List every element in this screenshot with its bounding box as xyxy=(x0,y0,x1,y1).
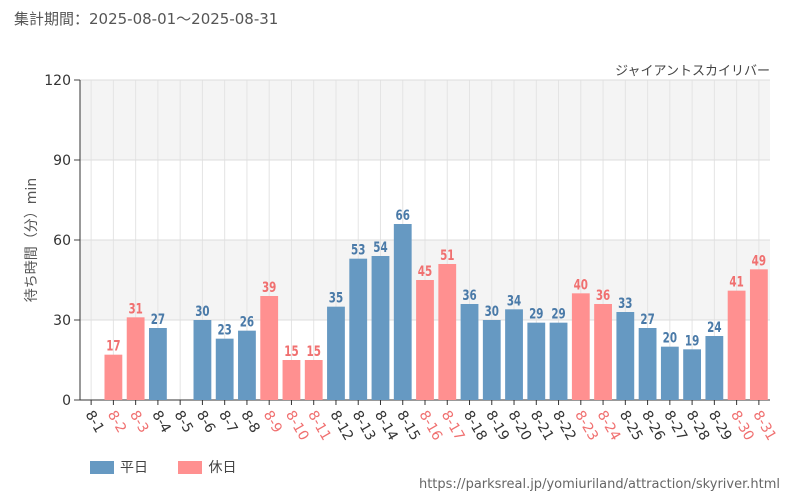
period-label: 集計期間：2025-08-01～2025-08-31 xyxy=(14,10,279,28)
legend-item-weekday: 平日 xyxy=(90,457,148,477)
data-label-8-20: 34 xyxy=(507,293,521,309)
data-label-8-19: 30 xyxy=(485,304,499,320)
data-label-8-29: 24 xyxy=(707,320,721,336)
y-tick-label: 120 xyxy=(44,73,71,89)
bar-8-21 xyxy=(527,322,546,400)
y-axis-label: 待ち時間（分）min xyxy=(24,178,40,302)
bar-8-20 xyxy=(505,309,523,400)
data-label-8-14: 54 xyxy=(373,240,387,256)
bar-8-16 xyxy=(416,280,434,400)
data-label-8-9: 39 xyxy=(262,280,276,296)
bar-8-4 xyxy=(149,328,167,400)
legend-label-weekday: 平日 xyxy=(120,460,148,476)
y-tick-label: 90 xyxy=(53,153,71,169)
bar-8-11 xyxy=(304,360,323,400)
x-tick-label-8-5: 8-5 xyxy=(171,408,196,436)
data-label-8-21: 29 xyxy=(529,307,543,323)
data-label-8-22: 29 xyxy=(551,307,565,323)
bar-8-25 xyxy=(616,312,635,400)
data-label-8-4: 27 xyxy=(151,312,165,328)
bar-8-13 xyxy=(349,258,368,400)
data-label-8-8: 26 xyxy=(240,315,254,331)
bar-8-18 xyxy=(460,304,479,400)
data-label-8-17: 51 xyxy=(440,248,454,264)
legend-swatch-holiday xyxy=(178,460,203,474)
legend: 平日 休日 xyxy=(90,457,262,478)
bar-8-23 xyxy=(571,293,590,400)
bar-8-27 xyxy=(660,346,679,400)
data-label-8-6: 30 xyxy=(195,304,209,320)
x-tick-label-8-6: 8-6 xyxy=(193,408,218,436)
x-tick-label-8-7: 8-7 xyxy=(215,408,240,436)
data-label-8-28: 19 xyxy=(685,333,699,349)
data-label-8-13: 53 xyxy=(351,243,365,259)
data-label-8-12: 35 xyxy=(329,291,343,307)
bar-8-2 xyxy=(104,354,123,400)
bar-8-28 xyxy=(683,349,701,400)
legend-swatch-weekday xyxy=(90,460,114,474)
x-tick-label-8-3: 8-3 xyxy=(126,408,151,436)
data-label-8-27: 20 xyxy=(663,331,677,347)
bar-8-9 xyxy=(260,296,279,400)
x-tick-label-8-1: 8-1 xyxy=(82,408,107,436)
bar-8-24 xyxy=(594,304,612,400)
bar-8-19 xyxy=(482,320,501,400)
bar-8-17 xyxy=(438,264,457,400)
data-label-8-7: 23 xyxy=(217,323,231,339)
bar-8-6 xyxy=(193,320,212,400)
y-tick-label: 0 xyxy=(62,393,71,409)
x-tick-label-8-4: 8-4 xyxy=(148,408,173,436)
bar-8-26 xyxy=(638,328,657,400)
y-tick-label: 30 xyxy=(53,313,71,329)
legend-label-holiday: 休日 xyxy=(208,460,237,476)
bar-8-31 xyxy=(749,269,768,400)
data-label-8-11: 15 xyxy=(307,344,321,360)
x-tick-label-8-8: 8-8 xyxy=(237,408,262,436)
data-label-8-16: 45 xyxy=(418,264,432,280)
data-label-8-31: 49 xyxy=(752,253,766,269)
source-url: https://parksreal.jp/yomiuriland/attract… xyxy=(418,477,780,492)
data-label-8-18: 36 xyxy=(462,288,476,304)
data-label-8-24: 36 xyxy=(596,288,610,304)
bar-8-15 xyxy=(393,224,412,400)
bar-8-7 xyxy=(215,338,234,400)
data-label-8-26: 27 xyxy=(640,312,654,328)
attraction-name: ジャイアントスカイリバー xyxy=(615,64,770,79)
bar-8-29 xyxy=(705,336,724,400)
bar-8-12 xyxy=(327,306,345,400)
data-label-8-2: 17 xyxy=(106,339,120,355)
bar-8-14 xyxy=(371,256,390,400)
x-tick-label-8-31: 8-31 xyxy=(749,408,779,444)
data-label-8-23: 40 xyxy=(574,277,588,293)
y-tick-label: 60 xyxy=(53,233,71,249)
x-tick-label-8-2: 8-2 xyxy=(104,408,129,436)
data-label-8-30: 41 xyxy=(729,275,743,291)
bar-8-22 xyxy=(549,322,568,400)
data-label-8-10: 15 xyxy=(284,344,298,360)
data-label-8-15: 66 xyxy=(396,208,410,224)
x-tick-label-8-9: 8-9 xyxy=(260,408,285,436)
bar-8-8 xyxy=(238,330,256,400)
bar-8-3 xyxy=(126,317,145,400)
bar-8-10 xyxy=(282,360,301,400)
data-label-8-3: 31 xyxy=(128,301,142,317)
data-label-8-25: 33 xyxy=(618,296,632,312)
bar-8-30 xyxy=(727,290,746,400)
legend-item-holiday: 休日 xyxy=(178,457,236,477)
